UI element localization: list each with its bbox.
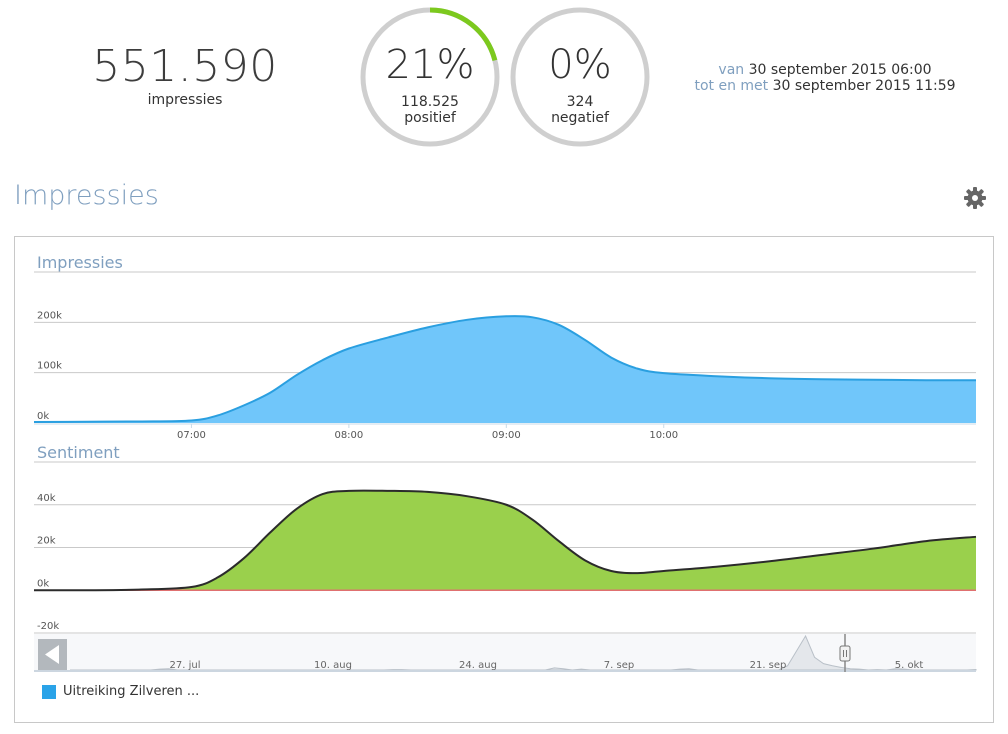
impressions-line xyxy=(33,315,977,423)
period-from-label: van xyxy=(718,62,745,78)
navigator-x-tick-label: 10. aug xyxy=(314,660,352,671)
sentiment-y-labels: -20k 0k 20k 40k xyxy=(37,493,59,632)
impressions-x-tick-label: 08:00 xyxy=(334,430,363,441)
impressions-area xyxy=(34,316,976,423)
period-to-value: 30 september 2015 11:59 xyxy=(772,78,956,94)
sentiment-positive-line xyxy=(33,489,977,592)
legend-swatch xyxy=(42,684,56,699)
navigator-x-labels: 27. jul 10. aug 24. aug 7. sep 21. sep 5. okt xyxy=(170,660,924,671)
navigator-x-tick-label: 24. aug xyxy=(459,660,497,671)
total-impressions-label: impressies xyxy=(147,92,223,108)
date-range: van 30 september 2015 06:00 tot en met 3… xyxy=(640,62,1008,94)
gear-icon[interactable] xyxy=(963,186,987,210)
navigator-x-tick-label: 7. sep xyxy=(604,660,634,671)
legend-item-label[interactable]: Uitreiking Zilveren ... xyxy=(63,684,200,699)
navigator-x-tick-label: 21. sep xyxy=(750,660,787,671)
impressions-chart-title: Impressies xyxy=(37,253,123,272)
positive-count: 118.525 xyxy=(401,94,459,110)
positive-percent: 21% xyxy=(385,42,475,88)
section-title: Impressies xyxy=(14,180,159,211)
impressions-y-labels: 0k 100k 200k xyxy=(37,310,62,422)
impressions-x-tick-label: 09:00 xyxy=(492,430,521,441)
drag-handle-icon[interactable] xyxy=(839,645,851,662)
impressions-x-labels: 07:00 08:00 09:00 10:00 xyxy=(177,424,678,441)
negative-count: 324 xyxy=(566,94,594,110)
sentiment-chart-title: Sentiment xyxy=(37,443,120,462)
sentiment-y-tick-label: 40k xyxy=(37,493,56,504)
negative-donut-ring xyxy=(510,7,650,147)
period-to-label: tot en met xyxy=(694,78,769,94)
negative-ring-track xyxy=(510,7,650,147)
total-impressions-value: 551.590 xyxy=(92,41,278,92)
sentiment-y-tick-label: 0k xyxy=(37,578,49,589)
navigator-x-tick-label: 27. jul xyxy=(170,660,201,671)
impressions-y-tick-label: 200k xyxy=(37,310,62,321)
positive-label: positief xyxy=(404,110,456,126)
sentiment-y-tick-label: -20k xyxy=(37,621,59,632)
sentiment-y-tick-label: 20k xyxy=(37,536,56,547)
positive-donut-ring xyxy=(360,7,500,147)
impressions-y-tick-label: 100k xyxy=(37,361,62,372)
impressions-x-tick-label: 07:00 xyxy=(177,430,206,441)
positive-ring-fill xyxy=(429,7,498,61)
legend[interactable]: Uitreiking Zilveren ... xyxy=(42,684,199,699)
arrow-left-icon[interactable] xyxy=(38,639,67,670)
negative-donut: 0% 324 negatief xyxy=(510,7,650,147)
negative-percent: 0% xyxy=(548,42,612,88)
negative-label: negatief xyxy=(551,110,609,126)
positive-donut: 21% 118.525 positief xyxy=(360,7,500,147)
navigator-x-tick-label: 5. okt xyxy=(895,660,924,671)
kpi-total-impressions: 551.590 impressies xyxy=(80,40,290,108)
impressions-x-tick-label: 10:00 xyxy=(649,430,678,441)
period-from-value: 30 september 2015 06:00 xyxy=(748,62,932,78)
impressions-y-tick-label: 0k xyxy=(37,411,49,422)
sentiment-positive-area xyxy=(34,490,976,591)
